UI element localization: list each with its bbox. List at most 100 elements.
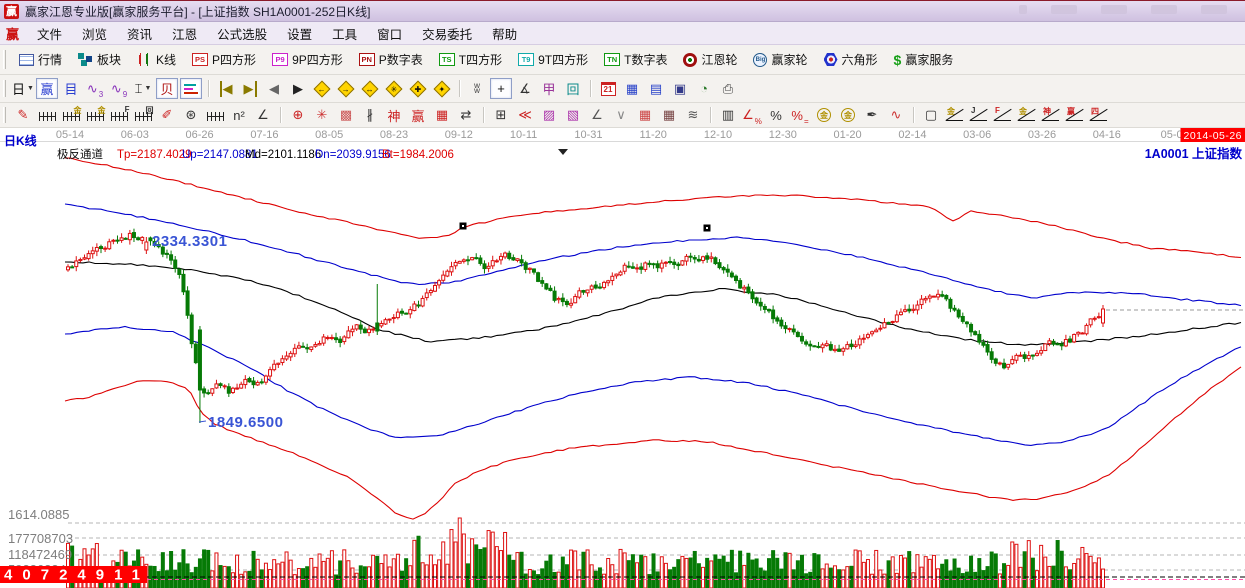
tool-gann-arrow-star[interactable]: ✳	[383, 78, 405, 99]
draw-pen-flag-tool[interactable]: ✒	[861, 105, 883, 126]
draw-percent-tool[interactable]: %	[765, 105, 787, 126]
toolbar-button-p-number-table[interactable]: PN P数字表	[351, 45, 431, 74]
draw-pen-ruler-tool[interactable]: ✐	[156, 105, 178, 126]
draw-ying-angle[interactable]: 赢	[1064, 105, 1086, 126]
draw-slant-lines-tool[interactable]: ≋	[682, 105, 704, 126]
tool-next-bar-button[interactable]: ▶	[287, 78, 309, 99]
draw-gold-fence-1[interactable]: 金	[60, 105, 82, 126]
window-control-button[interactable]	[1151, 5, 1177, 14]
toolbar-button-gann-wheel[interactable]: 江恩轮	[675, 45, 745, 74]
chart-canvas[interactable]: 2334.3301 1849.6500 05-14 06-03 06-26 07-16 08…	[0, 128, 1245, 588]
toolbar-button-t-number-table[interactable]: TN T数字表	[596, 45, 675, 74]
toolbar-button-winner-wheel[interactable]: Big 赢家轮	[745, 45, 815, 74]
toolbar-button-9p-square[interactable]: P9 9P四方形	[264, 45, 351, 74]
toolbar-button-hexagon[interactable]: 六角形	[816, 45, 886, 74]
draw-gold-fence-2[interactable]: 金	[84, 105, 106, 126]
draw-bars-scale-tool[interactable]: ▥	[717, 105, 739, 126]
toolbar-button-9t-square[interactable]: T9 9T四方形	[510, 45, 596, 74]
draw-shen-grid-tool[interactable]: 神	[383, 105, 405, 126]
toolbar-button-t-square[interactable]: TS T四方形	[431, 45, 510, 74]
draw-gold-circle-1[interactable]: 金	[813, 105, 835, 126]
window-control-button[interactable]	[1101, 5, 1127, 14]
tool-candle-type-selector[interactable]: ⌶ ▼	[134, 80, 152, 96]
toolbar-button-p-square[interactable]: PS P四方形	[184, 45, 264, 74]
menu-item-8[interactable]: 窗口	[377, 27, 403, 42]
menu-item-10[interactable]: 帮助	[492, 27, 518, 42]
toolbar-button-sectors[interactable]: 板块	[70, 45, 129, 74]
draw-n-square-tool[interactable]: n²	[228, 105, 250, 126]
menu-item-5[interactable]: 公式选股	[217, 27, 268, 42]
draw-f-angle[interactable]: F	[992, 105, 1014, 126]
draw-box-rays-tool-2[interactable]: ▧	[562, 105, 584, 126]
draw-ying-grid-tool[interactable]: 赢	[407, 105, 429, 126]
tool-gann-arrow-right[interactable]: →	[335, 78, 357, 99]
draw-red-grid-tool[interactable]: ▦	[634, 105, 656, 126]
tool-shell-tool[interactable]: 贝	[156, 78, 178, 99]
toolbar-button-quotes[interactable]: 行情	[11, 45, 70, 74]
indicator-dropdown-arrow[interactable]	[558, 149, 568, 155]
tool-crosshair-tool[interactable]: +	[490, 78, 512, 99]
draw-grid-arrow-tool[interactable]: ▦	[658, 105, 680, 126]
toolbar-button-winner-service[interactable]: $ 赢家服务	[886, 45, 962, 74]
tool-wave-3-tool[interactable]: ∿ 3	[86, 80, 104, 100]
window-control-button[interactable]	[1201, 5, 1227, 14]
tool-calculator-button[interactable]: ▦	[621, 78, 643, 99]
draw-box-rays-tool-1[interactable]: ▨	[538, 105, 560, 126]
tool-maze-tool[interactable]: 回	[562, 78, 584, 99]
draw-gold-angle-1[interactable]: 金	[944, 105, 966, 126]
draw-grid-123-tool[interactable]: ▦	[431, 105, 453, 126]
draw-vee-lines-tool[interactable]: ∨	[610, 105, 632, 126]
tool-info-panel[interactable]: 目	[60, 78, 82, 99]
menu-item-6[interactable]: 设置	[287, 27, 313, 42]
menu-item-2[interactable]: 浏览	[82, 27, 108, 42]
draw-trend-pencil-tool[interactable]: ∠	[586, 105, 608, 126]
draw-wave-pattern-tool[interactable]: ∿	[885, 105, 907, 126]
draw-horizontal-arrows-tool[interactable]: ⇄	[455, 105, 477, 126]
draw-slash-marks-tool[interactable]: ∦	[359, 105, 381, 126]
window-control-button[interactable]	[1051, 5, 1077, 14]
draw-protractor-tool[interactable]: ∠	[252, 105, 274, 126]
menu-item-1[interactable]: 文件	[37, 27, 63, 42]
draw-target-tool[interactable]: ⊕	[287, 105, 309, 126]
chart-panel[interactable]: 2334.3301 1849.6500 05-14 06-03 06-26 07-16 08…	[0, 128, 1245, 588]
tool-world-clock-button[interactable]: ◔	[693, 78, 715, 99]
draw-grid-dots-tool[interactable]: ▩	[335, 105, 357, 126]
menu-item-3[interactable]: 资讯	[127, 27, 153, 42]
tool-gann-arrow-horizontal[interactable]: ↔	[359, 78, 381, 99]
tool-calendar-button[interactable]: 21	[597, 78, 619, 99]
tool-gann-arrow-left[interactable]: ←	[311, 78, 333, 99]
draw-si-angle[interactable]: 四	[1088, 105, 1110, 126]
toolbar-button-kline[interactable]: K线	[129, 45, 184, 74]
draw-plain-fence[interactable]	[204, 105, 226, 126]
draw-spiral-fence[interactable]: 回	[132, 105, 154, 126]
tool-printer-button[interactable]: ⎙	[717, 78, 739, 99]
tool-angle-measure-tool[interactable]: ∡	[514, 78, 536, 99]
tool-period-day-selector[interactable]: 日 ▼	[12, 78, 34, 99]
tool-save-button[interactable]: ▣	[669, 78, 691, 99]
tool-jump-first-button[interactable]: ◀	[215, 78, 237, 99]
draw-brush-tool[interactable]: ✎	[12, 105, 34, 126]
menu-item-9[interactable]: 交易委托	[422, 27, 473, 42]
draw-snowflake-tool[interactable]: ✳	[311, 105, 333, 126]
draw-box-axis-tool[interactable]: ⊞	[490, 105, 512, 126]
draw-f-fence[interactable]: F	[108, 105, 130, 126]
tool-gann-arrow-cross[interactable]: ✦	[431, 78, 453, 99]
tool-prev-bar-button[interactable]: ◀	[263, 78, 285, 99]
draw-ray-fan-tool[interactable]: ≪	[514, 105, 536, 126]
tool-jump-last-button[interactable]: ▶	[239, 78, 261, 99]
tool-gann-jia-tool[interactable]: 甲	[538, 78, 560, 99]
tool-wave-9-tool[interactable]: ∿ 9	[110, 80, 128, 100]
draw-gann-circle-tool[interactable]: ⊛	[180, 105, 202, 126]
draw-gold-circle-2[interactable]: 金	[837, 105, 859, 126]
tool-notes-button[interactable]: ▤	[645, 78, 667, 99]
window-control-button[interactable]	[1019, 5, 1027, 14]
draw-gold-angle-2[interactable]: 金	[1016, 105, 1038, 126]
menu-item-4[interactable]: 江恩	[172, 27, 198, 42]
tool-volume-profile-toggle[interactable]	[180, 78, 202, 99]
draw-shape-box-tool[interactable]: ▢	[920, 105, 942, 126]
tool-hand-tool[interactable]: ʬ	[466, 78, 488, 99]
tool-gann-arrow-plus[interactable]: ✚	[407, 78, 429, 99]
draw-gann-fence[interactable]	[36, 105, 58, 126]
menu-item-7[interactable]: 工具	[332, 27, 358, 42]
draw-percent-lines-tool[interactable]: % =	[791, 107, 809, 126]
